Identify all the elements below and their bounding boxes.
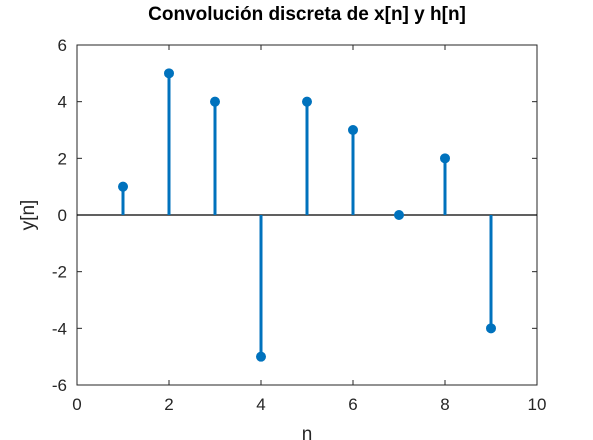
stem-marker (256, 351, 266, 362)
chart-title: Convolución discreta de x[n] y h[n] (148, 4, 466, 25)
y-axis-title: y[n] (18, 200, 39, 231)
stem-marker (486, 323, 496, 334)
y-tick-label: 6 (58, 36, 67, 55)
y-tick-label: 0 (58, 206, 67, 225)
stem-marker (440, 153, 450, 164)
x-tick-label: 10 (528, 395, 547, 414)
x-axis-title: n (302, 424, 313, 440)
x-tick-label: 2 (164, 395, 173, 414)
stem-marker (164, 68, 174, 79)
stem-marker (210, 96, 220, 107)
plot-area: 0 2 4 6 8 10 -6 -4 -2 0 2 4 6 (52, 36, 547, 414)
x-tick-label: 4 (256, 395, 265, 414)
y-tick-label: 4 (58, 93, 67, 112)
y-tick-label: -2 (52, 263, 67, 282)
x-tick-label: 6 (348, 395, 357, 414)
stem-marker (118, 181, 128, 192)
x-tick-label: 0 (72, 395, 81, 414)
x-tick-label: 8 (440, 395, 449, 414)
stem-marker (302, 96, 312, 107)
stem-marker (348, 125, 358, 135)
y-tick-label: 2 (58, 149, 67, 168)
y-tick-label: -6 (52, 376, 67, 395)
stem-marker (394, 210, 404, 220)
y-tick-label: -4 (52, 319, 67, 338)
